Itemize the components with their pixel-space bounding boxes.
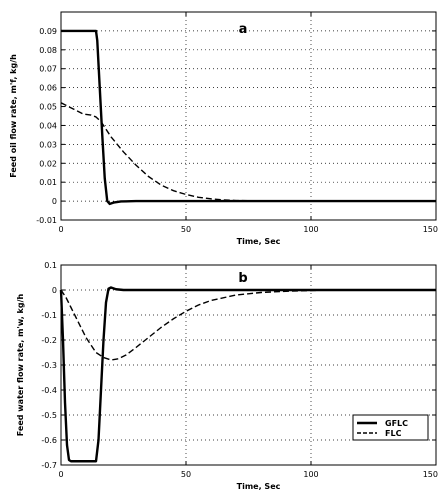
panel-a: -0.0100.010.020.030.040.050.060.070.080.… [9, 11, 438, 246]
x-axis-label: Time, Sec [237, 482, 281, 491]
y-tick-label: 0 [52, 197, 57, 206]
x-tick-label: 50 [181, 225, 191, 234]
x-tick-label: 100 [303, 470, 318, 479]
y-tick-label: -0.01 [36, 216, 57, 225]
x-tick-label: 150 [423, 225, 438, 234]
panel-label: b [238, 271, 247, 286]
y-axis-label: Feed water flow rate, m'w, kg/h [16, 293, 25, 436]
y-tick-label: -0.6 [41, 436, 57, 445]
x-tick-label: 0 [58, 225, 63, 234]
y-tick-label: 0.05 [39, 103, 57, 112]
y-tick-label: 0.04 [39, 121, 57, 130]
y-tick-label: -0.3 [41, 361, 57, 370]
panel-b: -0.7 -0.6 -0.5 -0.4 -0.3 -0.2 -0.1 0 0.1 0 50 100 15… [16, 261, 438, 491]
series-line-flc [60, 289, 436, 361]
y-tick-label: 0.01 [39, 178, 57, 187]
y-tick-label: -0.5 [41, 411, 57, 420]
y-tick-label: 0.06 [39, 84, 57, 93]
y-tick-label: 0.02 [39, 159, 57, 168]
y-tick-label: 0.07 [39, 65, 57, 74]
series-line-gflc [61, 29, 436, 206]
legend-label-gflc: GFLC [385, 419, 408, 428]
x-tick-label: 150 [423, 470, 438, 479]
y-tick-label: 0.03 [39, 140, 57, 149]
series-line-gflc [59, 286, 436, 463]
x-tick-label: 50 [181, 470, 191, 479]
legend-label-flc: FLC [385, 429, 402, 438]
y-tick-label: 0.08 [39, 46, 57, 55]
y-tick-label: -0.2 [41, 336, 57, 345]
y-tick-label: -0.1 [41, 311, 57, 320]
x-tick-label: 100 [303, 225, 318, 234]
y-tick-label: 0.09 [39, 27, 57, 36]
y-axis-label: Feed oil flow rate, m'f, kg/h [9, 54, 18, 178]
y-tick-label: 0.1 [44, 261, 57, 270]
panel-label: a [239, 22, 248, 37]
y-tick-label: -0.4 [41, 386, 57, 395]
series-line-flc [60, 102, 436, 202]
legend-box [352, 414, 429, 441]
x-axis-label: Time, Sec [237, 237, 281, 246]
y-tick-label: 0 [52, 286, 57, 295]
plot-frame [60, 11, 437, 221]
x-tick-label: 0 [58, 470, 63, 479]
y-tick-label: -0.7 [41, 461, 57, 470]
